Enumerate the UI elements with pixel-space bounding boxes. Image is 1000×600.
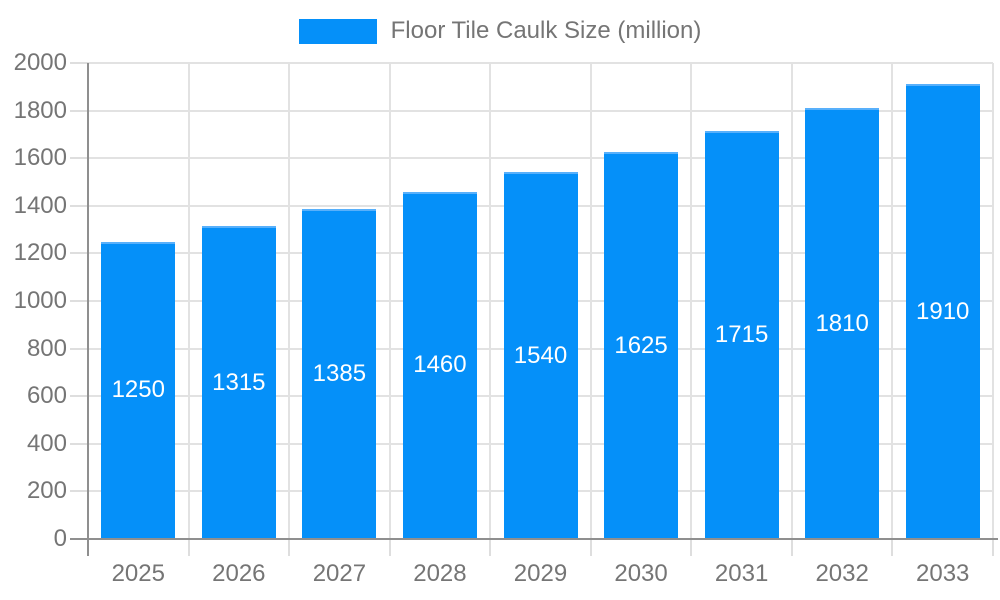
x-axis-line bbox=[70, 538, 998, 540]
x-axis-tick-mark bbox=[891, 539, 894, 556]
y-axis-tick-mark bbox=[70, 109, 88, 112]
y-axis-tick-label: 2000 bbox=[13, 49, 67, 76]
y-axis-tick-label: 1800 bbox=[13, 96, 67, 124]
legend-swatch-icon bbox=[298, 18, 377, 44]
x-axis-tick-mark bbox=[288, 539, 291, 556]
bar[interactable] bbox=[402, 191, 477, 539]
bar[interactable] bbox=[201, 226, 276, 539]
x-axis-tick-mark bbox=[388, 539, 391, 556]
bar[interactable] bbox=[905, 84, 980, 539]
y-axis-tick-mark bbox=[70, 442, 88, 445]
bar[interactable] bbox=[503, 172, 578, 539]
x-axis-tick-label: 2025 bbox=[111, 560, 165, 587]
x-gridline bbox=[187, 63, 190, 539]
x-gridline bbox=[589, 63, 592, 539]
x-gridline bbox=[992, 63, 994, 539]
bar-value-label: 1460 bbox=[413, 351, 467, 379]
y-axis-tick-mark bbox=[70, 62, 88, 64]
x-axis-tick-mark bbox=[589, 539, 592, 556]
y-axis-tick-mark bbox=[70, 347, 88, 350]
bar-value-label: 1910 bbox=[916, 297, 970, 325]
x-gridline bbox=[891, 63, 894, 539]
bar-value-label: 1385 bbox=[312, 360, 367, 388]
x-axis-tick-label: 2029 bbox=[513, 560, 568, 587]
x-axis-tick-label: 2026 bbox=[212, 560, 266, 587]
x-axis-tick-label: 2030 bbox=[614, 560, 668, 587]
y-axis-tick-label: 1200 bbox=[13, 239, 67, 267]
y-axis-line bbox=[87, 63, 89, 556]
x-axis-tick-label: 2032 bbox=[815, 560, 869, 587]
x-axis-tick-mark bbox=[790, 539, 793, 556]
x-gridline bbox=[388, 63, 391, 539]
bar-value-label: 1625 bbox=[614, 331, 668, 359]
bar[interactable] bbox=[704, 130, 779, 539]
x-axis-tick-label: 2028 bbox=[413, 560, 467, 587]
y-axis-tick-mark bbox=[70, 490, 88, 493]
y-axis-tick-label: 200 bbox=[26, 477, 67, 505]
x-axis-tick-label: 2033 bbox=[916, 560, 970, 587]
bar-value-label: 1810 bbox=[815, 309, 869, 337]
bar[interactable] bbox=[805, 108, 880, 539]
x-axis-tick-mark bbox=[187, 539, 190, 556]
y-gridline bbox=[88, 62, 993, 64]
y-gridline bbox=[88, 157, 993, 160]
x-axis-tick-mark bbox=[992, 539, 994, 556]
chart-legend[interactable]: Floor Tile Caulk Size (million) bbox=[0, 17, 1000, 45]
x-gridline bbox=[489, 63, 492, 539]
y-axis-tick-label: 1600 bbox=[13, 144, 67, 172]
x-gridline bbox=[790, 63, 793, 539]
x-axis-tick-label: 2027 bbox=[312, 560, 367, 587]
y-axis-tick-label: 1400 bbox=[13, 191, 67, 219]
y-axis-tick-mark bbox=[70, 252, 88, 255]
y-axis-tick-mark bbox=[70, 300, 88, 302]
legend-label: Floor Tile Caulk Size (million) bbox=[390, 17, 702, 44]
bar-value-label: 1540 bbox=[513, 341, 568, 369]
x-axis-tick-mark bbox=[489, 539, 492, 556]
bar[interactable] bbox=[101, 241, 176, 539]
y-gridline bbox=[88, 109, 993, 112]
y-axis-tick-label: 400 bbox=[26, 429, 67, 457]
x-gridline bbox=[690, 63, 693, 539]
y-axis-tick-label: 800 bbox=[26, 334, 67, 362]
bar[interactable] bbox=[604, 152, 679, 539]
y-axis-tick-mark bbox=[70, 157, 88, 160]
y-axis-tick-mark bbox=[70, 395, 88, 398]
y-axis-tick-mark bbox=[70, 204, 88, 207]
bar-value-label: 1315 bbox=[212, 368, 266, 396]
x-gridline bbox=[288, 63, 291, 539]
y-axis-tick-label: 600 bbox=[26, 382, 67, 410]
y-axis-tick-label: 1000 bbox=[13, 287, 67, 314]
bar-value-label: 1715 bbox=[714, 320, 769, 348]
bar[interactable] bbox=[302, 209, 377, 539]
y-axis-tick-label: 0 bbox=[53, 525, 67, 552]
x-axis-tick-label: 2031 bbox=[714, 560, 769, 587]
bar-value-label: 1250 bbox=[111, 376, 165, 404]
x-axis-tick-mark bbox=[690, 539, 693, 556]
